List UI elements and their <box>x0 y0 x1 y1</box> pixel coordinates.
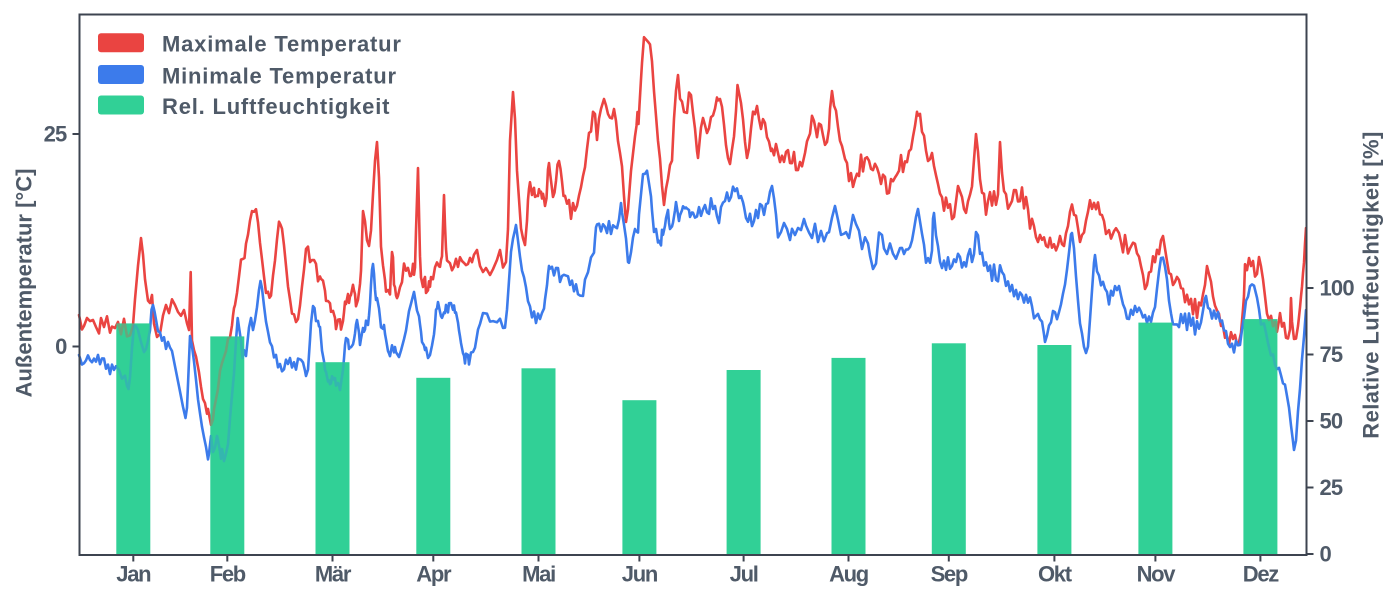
svg-text:25: 25 <box>44 122 67 147</box>
svg-text:0: 0 <box>1320 542 1332 567</box>
svg-text:Okt: Okt <box>1038 562 1073 587</box>
svg-text:25: 25 <box>1320 475 1343 500</box>
svg-text:Mai: Mai <box>522 562 555 587</box>
svg-text:Sep: Sep <box>931 562 968 587</box>
svg-text:Maximale Temperatur: Maximale Temperatur <box>162 32 402 57</box>
svg-text:Apr: Apr <box>416 562 452 587</box>
svg-text:Jul: Jul <box>730 562 758 587</box>
svg-text:Dez: Dez <box>1243 562 1280 587</box>
svg-text:75: 75 <box>1320 342 1343 367</box>
svg-text:Mär: Mär <box>315 562 352 587</box>
svg-text:Nov: Nov <box>1137 562 1177 587</box>
svg-text:50: 50 <box>1320 409 1343 434</box>
svg-text:Jun: Jun <box>622 562 658 587</box>
svg-text:Relative Luftfeuchtigkeit [%]: Relative Luftfeuchtigkeit [%] <box>1359 131 1384 438</box>
svg-text:Außentemperatur [°C]: Außentemperatur [°C] <box>12 169 37 398</box>
svg-text:Minimale Temperatur: Minimale Temperatur <box>162 63 397 88</box>
svg-text:Feb: Feb <box>210 562 246 587</box>
svg-text:100: 100 <box>1320 276 1355 301</box>
svg-text:0: 0 <box>55 334 67 359</box>
svg-text:Jan: Jan <box>116 562 151 587</box>
svg-text:Aug: Aug <box>829 562 868 587</box>
svg-text:Rel. Luftfeuchtigkeit: Rel. Luftfeuchtigkeit <box>162 94 390 119</box>
